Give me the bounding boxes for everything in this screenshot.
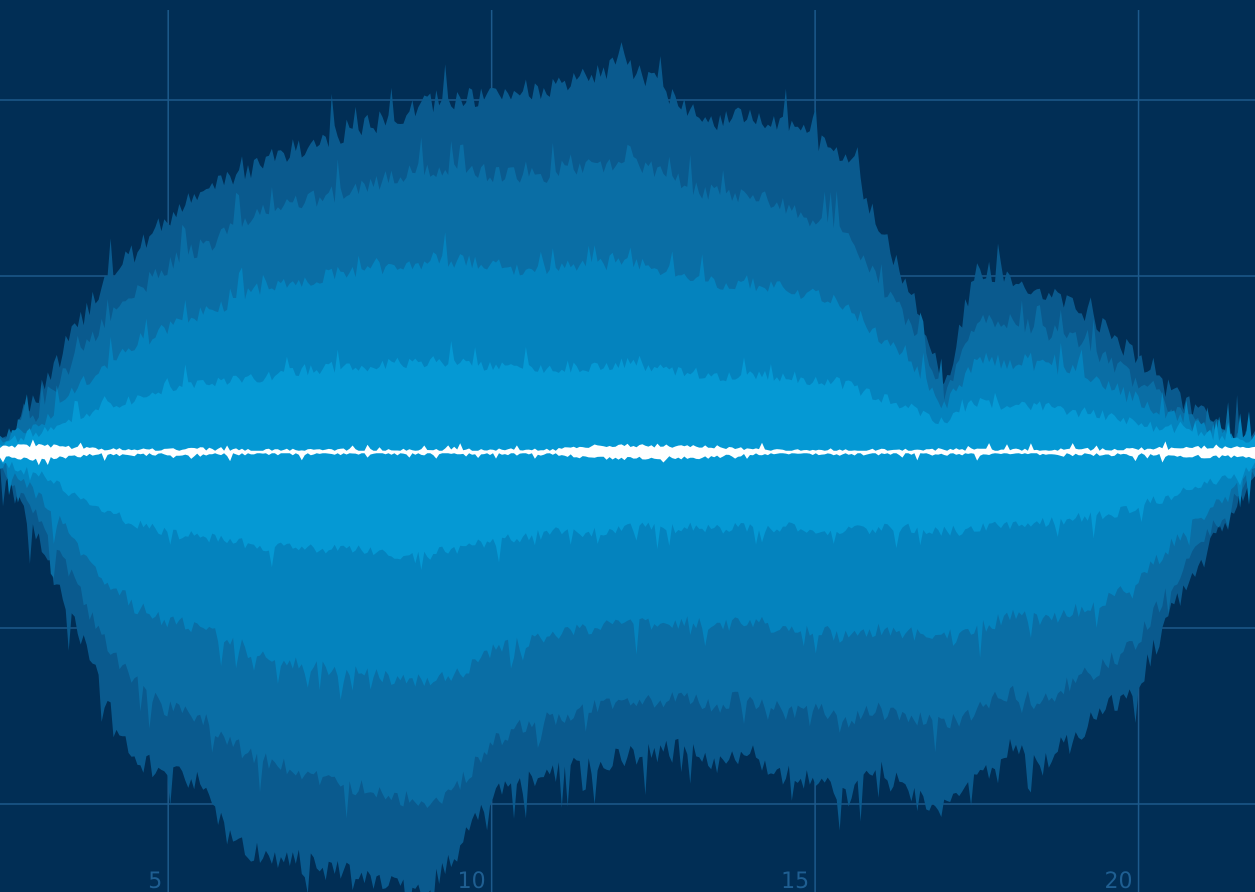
x-tick-label-5: 5 bbox=[148, 869, 162, 892]
waveform-layers bbox=[0, 42, 1255, 892]
x-tick-label-15: 15 bbox=[781, 869, 809, 892]
center-signal-band bbox=[0, 439, 1255, 466]
x-tick-labels: 5 10 15 20 bbox=[148, 869, 1132, 892]
x-tick-label-20: 20 bbox=[1105, 869, 1133, 892]
x-tick-label-10: 10 bbox=[458, 869, 486, 892]
